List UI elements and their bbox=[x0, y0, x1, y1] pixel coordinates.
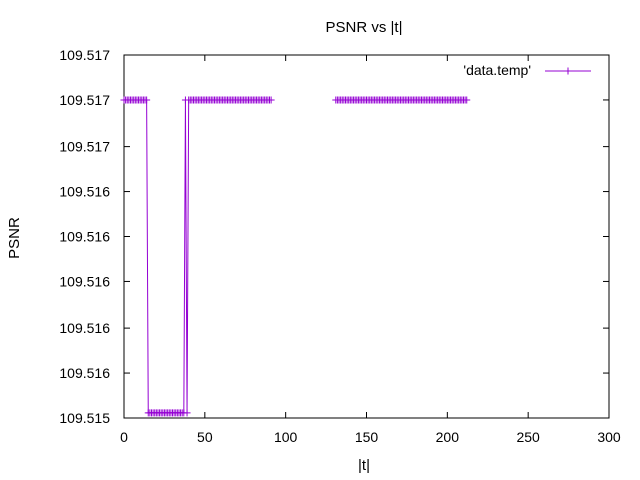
data-point bbox=[463, 96, 471, 104]
data-point bbox=[183, 409, 191, 417]
x-tick-label: 300 bbox=[597, 429, 621, 445]
legend: 'data.temp' bbox=[463, 62, 591, 78]
y-tick-label: 109.516 bbox=[59, 184, 110, 200]
y-tick-label: 109.517 bbox=[59, 92, 110, 108]
axis-ticks bbox=[123, 54, 610, 419]
x-tick-label: 50 bbox=[197, 429, 213, 445]
plot-frame bbox=[123, 54, 610, 419]
x-axis-label: |t| bbox=[358, 457, 370, 474]
x-tick-label: 150 bbox=[355, 429, 379, 445]
y-tick-label: 109.516 bbox=[59, 365, 110, 381]
y-tick-label: 109.516 bbox=[59, 229, 110, 245]
data-point bbox=[267, 96, 275, 104]
y-tick-label: 109.517 bbox=[59, 139, 110, 155]
x-tick-label: 250 bbox=[516, 429, 540, 445]
y-axis-label: PSNR bbox=[6, 217, 23, 259]
series-line bbox=[124, 99, 272, 414]
legend-label: 'data.temp' bbox=[463, 62, 531, 78]
legend-marker bbox=[564, 67, 572, 75]
axis-tick-labels: 0 50 100 150 200 250 300 109.515 109.516 109.516 1… bbox=[59, 47, 621, 445]
x-tick-label: 0 bbox=[120, 429, 128, 445]
x-tick-label: 100 bbox=[274, 429, 298, 445]
chart-title: PSNR vs |t| bbox=[326, 19, 403, 36]
y-tick-label: 109.516 bbox=[59, 273, 110, 289]
y-tick-label: 109.516 bbox=[59, 320, 110, 336]
x-tick-label: 200 bbox=[436, 429, 460, 445]
series-layer bbox=[120, 96, 471, 417]
y-tick-label: 109.517 bbox=[59, 47, 110, 63]
y-tick-label: 109.515 bbox=[59, 410, 110, 426]
data-point bbox=[143, 96, 151, 104]
